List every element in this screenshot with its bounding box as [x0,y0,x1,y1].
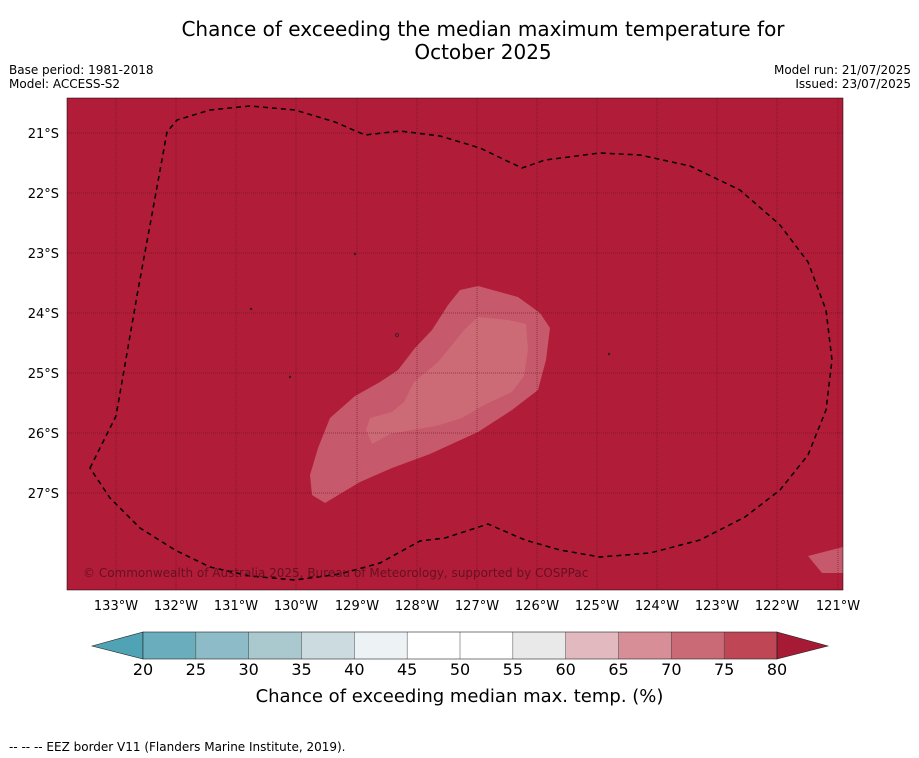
island-marker [607,352,611,356]
colorbar-segments [143,632,778,659]
lat-labels: 21°S 22°S 23°S 24°S 25°S 26°S 27°S [28,127,59,502]
model-run: Model run: 21/07/2025 [773,63,911,77]
map-title: Chance of exceeding the median maximum t… [0,18,919,64]
issued-date: Issued: 23/07/2025 [795,77,911,91]
colorbar-tick-label: 50 [449,660,471,679]
lon-label: 128°W [395,599,439,614]
colorbar-segment [460,632,514,659]
colorbar-title: Chance of exceeding median max. temp. (%… [255,686,664,707]
contour-70-small-region [808,547,843,573]
lat-label: 22°S [28,187,59,202]
colorbar-segment [724,632,778,659]
colorbar-segment [248,632,302,659]
grid-lines [67,98,843,590]
colorbar-tick-label: 65 [608,660,629,679]
base-period: Base period: 1981-2018 [9,63,154,77]
colorbar-tick-label: 20 [132,660,154,679]
colorbar-under-arrow [90,631,144,660]
lon-label: 131°W [214,599,258,614]
islands [249,252,611,379]
colorbar-tick-label: 35 [291,660,312,679]
colorbar-segment [407,632,461,659]
eez-footnote: -- -- -- EEZ border V11 (Flanders Marine… [9,740,346,754]
colorbar-tick-label: 55 [502,660,523,679]
island-marker [353,252,357,256]
colorbar-tick-label: 45 [396,660,418,679]
colorbar-segment [512,632,567,659]
lon-label: 121°W [816,599,860,614]
colorbar-segment [354,632,408,659]
lon-label: 129°W [335,599,379,614]
contour-65-region [366,317,528,444]
title-line-1: Chance of exceeding the median maximum t… [181,17,785,41]
colorbar-segment [565,632,619,659]
lat-label: 21°S [28,127,59,142]
lat-label: 24°S [28,307,59,322]
colorbar [90,631,830,660]
copyright-text: © Commonwealth of Australia 2025, Bureau… [83,566,589,580]
map-frame [66,97,844,591]
lat-label: 27°S [28,487,59,502]
island-marker [288,375,292,379]
lon-label: 130°W [274,599,318,614]
lon-labels: 133°W 132°W 131°W 130°W 129°W 128°W 127°… [94,599,860,614]
colorbar-tick-label: 40 [344,660,365,679]
lon-label: 124°W [635,599,679,614]
lon-label: 126°W [515,599,559,614]
colorbar-tick-label: 75 [713,660,735,679]
colorbar-frame [142,631,778,660]
colorbar-over-arrow [776,631,830,660]
island-marker [249,307,253,311]
model-name: Model: ACCESS-S2 [9,77,121,91]
lon-label: 123°W [695,599,739,614]
lat-label: 23°S [28,247,59,262]
lat-label: 25°S [28,367,59,382]
island-marker [395,333,399,337]
lon-label: 125°W [575,599,619,614]
lon-label: 122°W [755,599,799,614]
meta-left: Base period: 1981-2018 Model: ACCESS-S2 [9,63,154,91]
colorbar-segment [195,632,250,659]
colorbar-segment [618,632,672,659]
colorbar-segment [301,632,355,659]
lon-label: 127°W [455,599,499,614]
colorbar-tick-label: 80 [766,660,788,679]
colorbar-segment [671,632,725,659]
lon-label: 133°W [94,599,138,614]
lat-label: 26°S [28,427,59,442]
colorbar-tick-label: 30 [238,660,259,679]
colorbar-tick-label: 60 [555,660,576,679]
map-panel [66,97,844,591]
lon-label: 132°W [154,599,198,614]
title-line-2: October 2025 [414,40,552,64]
colorbar-tick-label: 70 [661,660,682,679]
colorbar-tick-label: 25 [185,660,206,679]
meta-right: Model run: 21/07/2025 Issued: 23/07/2025 [774,63,911,91]
colorbar-segment [143,632,197,659]
eez-border [89,105,833,581]
